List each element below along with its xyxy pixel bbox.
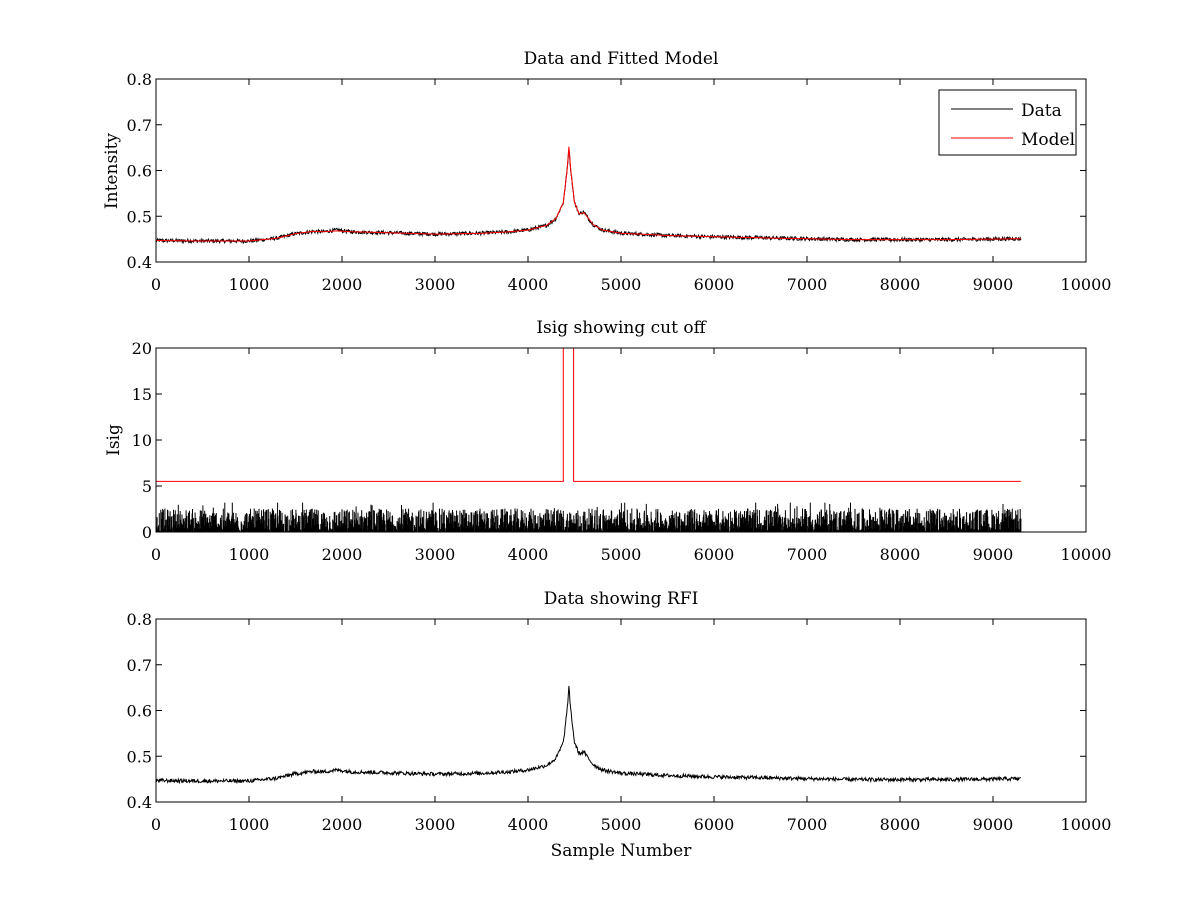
subplot-3: Data showing RFI 0 1000 2000 3000 4000 5000 60… (127, 589, 1112, 861)
x-tick-label: 2000 (322, 815, 363, 834)
x-tick-label: 0 (151, 275, 161, 294)
x-tick-label: 6000 (694, 545, 735, 564)
x-tick-label: 9000 (973, 545, 1014, 564)
subplot-3-axes: 0 1000 2000 3000 4000 5000 6000 7000 8000 9000 100… (127, 610, 1112, 834)
subplot-1-title: Data and Fitted Model (524, 49, 719, 69)
subplot-2-ylabel: Isig (104, 424, 124, 456)
x-tick-label: 8000 (880, 275, 921, 294)
x-tick-label: 3000 (415, 815, 456, 834)
x-tick-label: 8000 (880, 545, 921, 564)
legend-label-data: Data (1021, 101, 1062, 121)
subplot-1-series-model-line (155, 146, 1021, 242)
subplot-1-legend: Data Model (938, 89, 1077, 156)
x-tick-label: 5000 (601, 545, 642, 564)
subplot-2-axes: 0 1000 2000 3000 4000 5000 6000 7000 8000 9000 100… (132, 339, 1112, 564)
x-tick-label: 10000 (1061, 545, 1112, 564)
y-tick-label: 0.8 (127, 610, 152, 629)
y-tick-label: 0.8 (127, 70, 152, 89)
x-tick-label: 4000 (508, 275, 549, 294)
y-tick-label: 0.5 (127, 747, 152, 766)
x-tick-label: 3000 (415, 275, 456, 294)
subplot-1-axes: 0 1000 2000 3000 4000 5000 6000 7000 8000 9000 100… (127, 70, 1112, 294)
legend-box (938, 89, 1077, 156)
y-tick-label: 0.7 (127, 116, 152, 135)
x-tick-label: 1000 (229, 275, 270, 294)
x-tick-label: 6000 (694, 815, 735, 834)
y-tick-label: 0.5 (127, 207, 152, 226)
x-tick-label: 7000 (787, 275, 828, 294)
x-tick-label: 2000 (322, 275, 363, 294)
x-tick-label: 0 (151, 815, 161, 834)
subplot-2: Isig showing cut off Isig 0 1000 2000 3000 4… (104, 318, 1111, 564)
x-tick-label: 8000 (880, 815, 921, 834)
y-tick-label: 15 (132, 385, 152, 404)
y-tick-label: 0.4 (127, 793, 152, 812)
x-tick-label: 7000 (787, 815, 828, 834)
subplot-3-xlabel: Sample Number (551, 841, 693, 861)
subplot-2-title: Isig showing cut off (536, 318, 707, 338)
y-tick-label: 0.4 (127, 253, 152, 272)
y-tick-label: 0.6 (127, 702, 152, 721)
y-tick-label: 10 (132, 431, 152, 450)
y-tick-label: 0.7 (127, 656, 152, 675)
x-tick-label: 10000 (1061, 815, 1112, 834)
x-tick-label: 3000 (415, 545, 456, 564)
x-tick-label: 4000 (508, 815, 549, 834)
x-tick-label: 5000 (601, 275, 642, 294)
subplot-3-series-group (155, 685, 1022, 785)
y-tick-label: 20 (132, 339, 152, 358)
subplot-1-series-group (155, 146, 1022, 245)
y-tick-label: 5 (142, 477, 152, 496)
x-tick-label: 10000 (1061, 275, 1112, 294)
subplot-3-title: Data showing RFI (544, 589, 699, 609)
y-tick-label: 0 (142, 523, 152, 542)
x-tick-label: 9000 (973, 815, 1014, 834)
x-tick-label: 5000 (601, 815, 642, 834)
y-tick-label: 0.6 (127, 162, 152, 181)
x-tick-label: 0 (151, 545, 161, 564)
x-tick-label: 7000 (787, 545, 828, 564)
subplot-1: Data and Fitted Model Intensity 0 1000 200… (102, 49, 1111, 294)
x-tick-label: 6000 (694, 275, 735, 294)
x-tick-label: 2000 (322, 545, 363, 564)
x-tick-label: 4000 (508, 545, 549, 564)
x-tick-label: 1000 (229, 815, 270, 834)
subplot-1-ylabel: Intensity (102, 133, 122, 209)
x-tick-label: 1000 (229, 545, 270, 564)
subplot-3-series-1-line (155, 685, 1022, 785)
x-tick-label: 9000 (973, 275, 1014, 294)
legend-label-model: Model (1021, 130, 1075, 150)
